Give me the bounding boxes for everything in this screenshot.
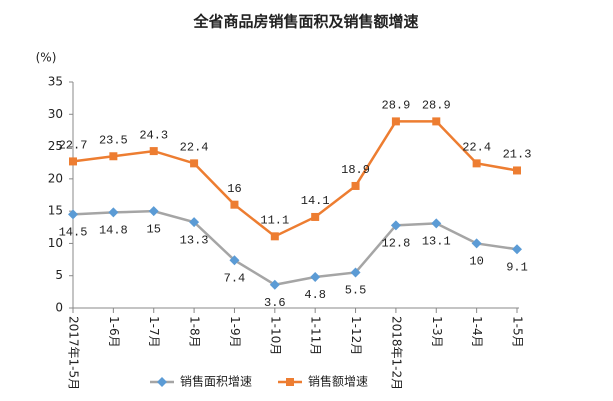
data-label: 12.8 — [382, 237, 411, 251]
data-label: 28.9 — [382, 99, 411, 113]
data-label: 22.7 — [59, 139, 88, 153]
data-label: 14.5 — [59, 226, 88, 240]
y-axis-label: (%) — [36, 51, 57, 65]
legend-label: 销售面积增速 — [180, 374, 252, 389]
marker — [157, 377, 167, 387]
data-label: 22.4 — [180, 141, 209, 155]
marker — [190, 159, 199, 168]
x-tick-label: 1-7月 — [147, 316, 161, 348]
marker — [108, 207, 119, 218]
y-tick-label: 10 — [48, 236, 63, 250]
x-tick-label: 1-3月 — [430, 316, 444, 348]
x-tick-label: 1-9月 — [228, 316, 242, 348]
y-tick-label: 0 — [55, 301, 63, 315]
y-tick-label: 35 — [48, 75, 63, 89]
x-tick-label: 1-12月 — [349, 316, 363, 355]
marker — [69, 157, 77, 166]
marker — [68, 209, 78, 220]
marker — [432, 117, 441, 126]
marker — [351, 181, 360, 190]
x-tick-label: 2018年1-2月 — [389, 316, 403, 390]
x-tick-label: 1-11月 — [309, 316, 323, 355]
marker — [189, 217, 200, 228]
data-label: 9.1 — [506, 260, 528, 274]
marker — [472, 159, 481, 168]
data-label: 3.6 — [264, 296, 286, 310]
data-label: 16 — [227, 182, 241, 196]
series-line — [72, 120, 518, 238]
marker — [391, 117, 400, 126]
y-tick-label: 20 — [48, 171, 63, 185]
marker — [148, 206, 159, 217]
x-tick-label: 1-10月 — [268, 316, 282, 355]
marker — [310, 272, 321, 283]
marker — [471, 238, 482, 249]
marker — [513, 166, 521, 175]
data-label: 15 — [147, 222, 161, 236]
marker — [311, 212, 320, 221]
x-tick-label: 1-5月 — [511, 316, 525, 348]
marker — [390, 220, 401, 231]
y-tick-label: 30 — [48, 107, 63, 121]
data-label: 14.8 — [99, 224, 128, 238]
data-label: 24.3 — [139, 128, 168, 142]
legend-label: 销售额增速 — [308, 374, 368, 389]
y-tick-label: 25 — [48, 139, 63, 153]
data-label: 11.1 — [260, 213, 289, 227]
x-tick-label: 1-8月 — [188, 316, 202, 348]
marker — [512, 244, 522, 255]
series: 22.7 23.5 24.3 22.4 16 11.1 14.1 18.9 28.9 28.9 22… — [59, 99, 532, 241]
x-tick-label: 2017年1-5月 — [67, 316, 81, 390]
data-label: 10 — [469, 255, 483, 269]
marker — [286, 378, 294, 386]
data-label: 4.8 — [304, 288, 326, 302]
marker — [431, 218, 442, 229]
x-tick-label: 1-4月 — [470, 316, 484, 348]
marker — [270, 232, 279, 241]
marker — [269, 279, 280, 290]
data-label: 22.4 — [462, 141, 491, 155]
y-tick-label: 5 — [55, 268, 63, 282]
data-label: 13.3 — [180, 233, 209, 247]
marker — [229, 255, 240, 266]
marker — [109, 152, 118, 161]
chart-title: 全省商品房销售面积及销售额增速 — [192, 13, 418, 31]
x-tick-label: 1-6月 — [107, 316, 121, 348]
data-label: 5.5 — [345, 284, 367, 298]
y-tick-label: 15 — [48, 204, 63, 218]
data-label: 28.9 — [422, 99, 451, 113]
marker — [230, 200, 239, 209]
series-line — [72, 209, 518, 287]
marker — [149, 147, 158, 156]
data-label: 7.4 — [224, 271, 246, 285]
data-label: 14.1 — [301, 194, 330, 208]
data-label: 13.1 — [422, 235, 451, 249]
data-label: 23.5 — [99, 133, 128, 147]
series: 14.5 14.8 15 13.3 7.4 3.6 4.8 5.5 12.8 13.1 10 9.1 — [59, 206, 528, 310]
marker — [350, 267, 361, 278]
data-label: 18.9 — [341, 163, 370, 177]
data-label: 21.3 — [503, 148, 532, 162]
